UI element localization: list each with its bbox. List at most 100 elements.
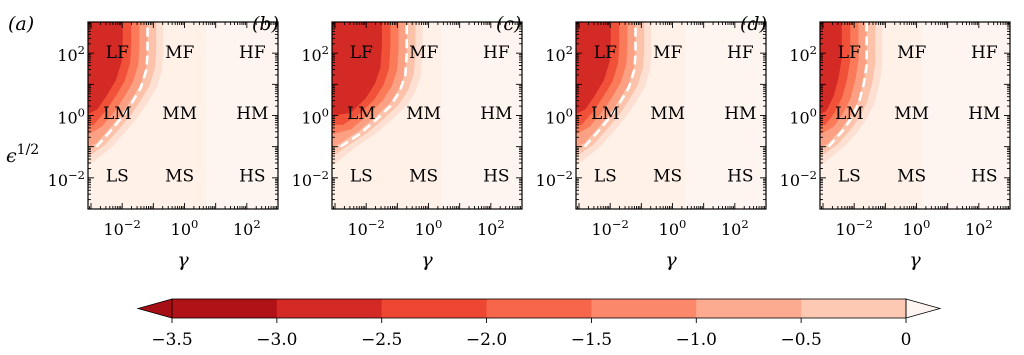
x-tick-label-base: 10: [836, 220, 856, 239]
x-tick-label-base: 10: [233, 220, 253, 239]
region-label-hm: HM: [480, 104, 512, 124]
y-tick-label: 10−2: [48, 168, 85, 190]
y-tick-label: 102: [57, 43, 85, 65]
x-tick-label: 100: [903, 217, 931, 239]
colorbar-tick-label: −2.0: [466, 330, 507, 350]
region-label-lm: LM: [835, 104, 864, 124]
region-label-ls: LS: [594, 166, 617, 186]
colorbar-tick-label: 0: [901, 330, 912, 350]
plot-area: [332, 22, 522, 209]
region-label-lf: LF: [838, 43, 861, 63]
region-label-ls: LS: [106, 166, 129, 186]
y-axis-label-exp: 1/2: [17, 142, 40, 158]
x-tick-label-exp: 2: [985, 217, 992, 231]
region-label-ms: MS: [897, 166, 926, 186]
x-tick-label-exp: 0: [923, 217, 930, 231]
y-tick-label-base: 10: [301, 109, 321, 128]
region-label-ms: MS: [165, 166, 194, 186]
colorbar-segment: [276, 299, 383, 318]
x-tick-label-exp: 0: [191, 217, 198, 231]
x-tick-label-base: 10: [104, 220, 124, 239]
y-tick-label-exp: 0: [322, 106, 329, 120]
dashed-boundary: [583, 22, 637, 148]
x-tick-label-base: 10: [965, 220, 985, 239]
x-tick-label: 10−2: [592, 217, 629, 239]
y-tick-label-base: 10: [545, 46, 565, 65]
dashed-boundary: [339, 22, 408, 148]
y-tick-label: 10−2: [780, 168, 817, 190]
y-tick-label: 10−2: [536, 168, 573, 190]
y-tick-label-base: 10: [57, 109, 77, 128]
region-label-lf: LF: [106, 43, 129, 63]
region-label-hf: HF: [483, 43, 510, 63]
y-tick-label-base: 10: [301, 46, 321, 65]
region-label-hf: HF: [971, 43, 998, 63]
high-gamma-band: [684, 22, 766, 209]
x-tick-label: 10−2: [836, 217, 873, 239]
y-tick-label-exp: 2: [322, 43, 329, 57]
high-gamma-band: [921, 22, 1010, 209]
x-tick-label: 102: [965, 217, 993, 239]
colorbar-frame: [171, 298, 907, 319]
y-tick-label-exp: 2: [78, 43, 85, 57]
x-axis-label: γ: [909, 249, 921, 271]
contour-band-level_-3.0: [820, 22, 842, 119]
region-label-hf: HF: [727, 43, 754, 63]
x-tick-label: 100: [171, 217, 199, 239]
colorbar-segment: [486, 299, 592, 318]
x-tick-label-base: 10: [171, 220, 191, 239]
y-tick-label-exp: 0: [78, 106, 85, 120]
axis-ticks: [331, 21, 523, 210]
region-label-lm: LM: [591, 104, 620, 124]
region-label-hs: HS: [483, 166, 509, 186]
region-label-mm: MM: [650, 104, 685, 124]
y-tick-label-exp: 2: [566, 43, 573, 57]
axis-ticks: [819, 21, 1011, 210]
x-tick-label-base: 10: [477, 220, 497, 239]
y-tick-label-base: 10: [545, 109, 565, 128]
x-tick-label: 10−2: [348, 217, 385, 239]
dashed-boundary: [827, 22, 868, 148]
region-label-ls: LS: [350, 166, 373, 186]
plot-area: [88, 22, 278, 209]
x-axis-label: γ: [421, 249, 433, 271]
y-tick-label-exp: 0: [566, 106, 573, 120]
panel-label: (a): [8, 13, 34, 35]
y-tick-label-exp: −2: [556, 168, 573, 182]
axis-ticks: [575, 21, 767, 210]
region-label-mf: MF: [653, 43, 682, 63]
colorbar-segment: [696, 299, 802, 318]
region-label-ms: MS: [409, 166, 438, 186]
x-tick-label: 102: [721, 217, 749, 239]
region-label-lm: LM: [103, 104, 132, 124]
contour-band-level_-3.0: [576, 22, 611, 119]
axis-ticks: [87, 21, 279, 210]
colorbar: −3.5 −3.0 −2.5 −2.0 −1.5 −1.0 −0.5 0: [136, 298, 942, 350]
y-tick-label: 100: [789, 106, 817, 128]
panel-label: (c): [496, 13, 521, 35]
y-tick-label-base: 10: [292, 171, 312, 190]
y-tick-label-exp: −2: [68, 168, 85, 182]
x-tick-label-exp: 2: [741, 217, 748, 231]
x-tick-label-exp: 2: [253, 217, 260, 231]
y-axis-label-base: ϵ: [6, 145, 17, 167]
y-tick-label: 100: [545, 106, 573, 128]
y-tick-label-exp: −2: [312, 168, 329, 182]
region-label-mm: MM: [894, 104, 929, 124]
x-tick-label-exp: −2: [612, 217, 629, 231]
y-tick-label: 102: [545, 43, 573, 65]
region-label-hs: HS: [971, 166, 997, 186]
y-tick-label-exp: −2: [800, 168, 817, 182]
y-tick-label-base: 10: [789, 46, 809, 65]
x-tick-label-base: 10: [721, 220, 741, 239]
y-tick-label: 102: [789, 43, 817, 65]
region-label-mf: MF: [409, 43, 438, 63]
plot-area: [820, 22, 1010, 209]
region-label-mm: MM: [406, 104, 441, 124]
x-tick-label-base: 10: [592, 220, 612, 239]
x-tick-label-base: 10: [415, 220, 435, 239]
y-tick-label-base: 10: [780, 171, 800, 190]
colorbar-tick-label: −1.0: [676, 330, 717, 350]
